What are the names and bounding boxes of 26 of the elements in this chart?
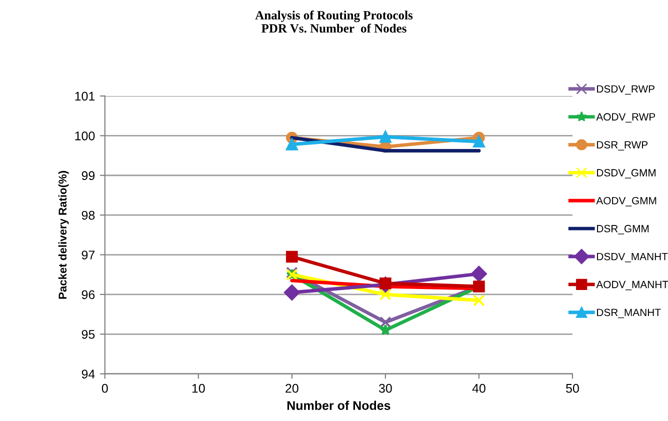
x-tick-label: 10 xyxy=(192,384,205,393)
legend-label: DSR_RWP xyxy=(597,141,648,150)
x-tick-label: 20 xyxy=(286,384,298,393)
x-tick-label: 50 xyxy=(566,384,579,393)
y-tick-label: 96 xyxy=(82,290,95,300)
y-axis-title: Packet delivery Ratio(%) xyxy=(58,170,69,299)
legend-label: DSDV_GMM xyxy=(597,169,656,178)
legend-label: AODV_RWP xyxy=(596,113,656,123)
y-tick-label: 100 xyxy=(75,131,95,140)
y-tick-label: 97 xyxy=(82,250,95,260)
x-tick-label: 30 xyxy=(378,384,392,393)
legend-label: AODV_GMM xyxy=(596,196,656,206)
y-tick-label: 98 xyxy=(82,210,95,220)
y-tick-label: 99 xyxy=(82,171,95,180)
legend-label: AODV_MANHT xyxy=(596,280,668,290)
legend-label: DSDV_MANHT xyxy=(597,252,668,262)
x-axis-title: Number of Nodes xyxy=(287,400,390,410)
legend-label: DSR_MANHT xyxy=(597,308,661,318)
x-tick-label: 0 xyxy=(102,384,108,393)
y-tick-label: 101 xyxy=(75,92,95,101)
legend-label: DSDV_RWP xyxy=(597,85,654,95)
legend-label: DSR_GMM xyxy=(597,224,649,234)
y-tick-label: 94 xyxy=(82,370,95,378)
x-tick-label: 40 xyxy=(472,384,486,393)
y-tick-label: 95 xyxy=(82,330,95,339)
chart-title: Analysis of Routing Protocols PDR Vs. Number of Nodes xyxy=(255,10,413,33)
